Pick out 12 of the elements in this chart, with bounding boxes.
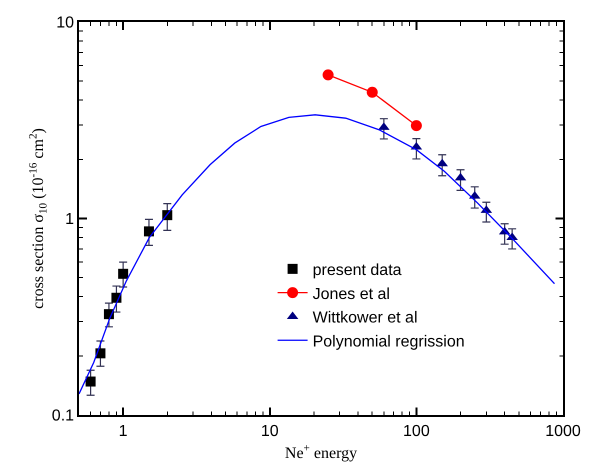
legend-label: present data xyxy=(312,262,402,280)
legend-label: Wittkower et al xyxy=(312,310,418,327)
y-tick-label: 10 xyxy=(56,14,74,32)
x-tick-label: 10 xyxy=(260,422,279,440)
y-tick-label: 1 xyxy=(65,211,74,228)
legend-label: Polynomial regrission xyxy=(312,334,465,350)
legend-label: Jones et al xyxy=(312,286,390,303)
x-axis-title: Ne$^{+}$ energy xyxy=(284,442,358,462)
x-tick-label: 100 xyxy=(403,422,430,440)
y-tick-label: 0.1 xyxy=(52,408,74,425)
x-tick-label: 1 xyxy=(118,422,128,440)
x-tick-label: 1000 xyxy=(545,422,581,440)
